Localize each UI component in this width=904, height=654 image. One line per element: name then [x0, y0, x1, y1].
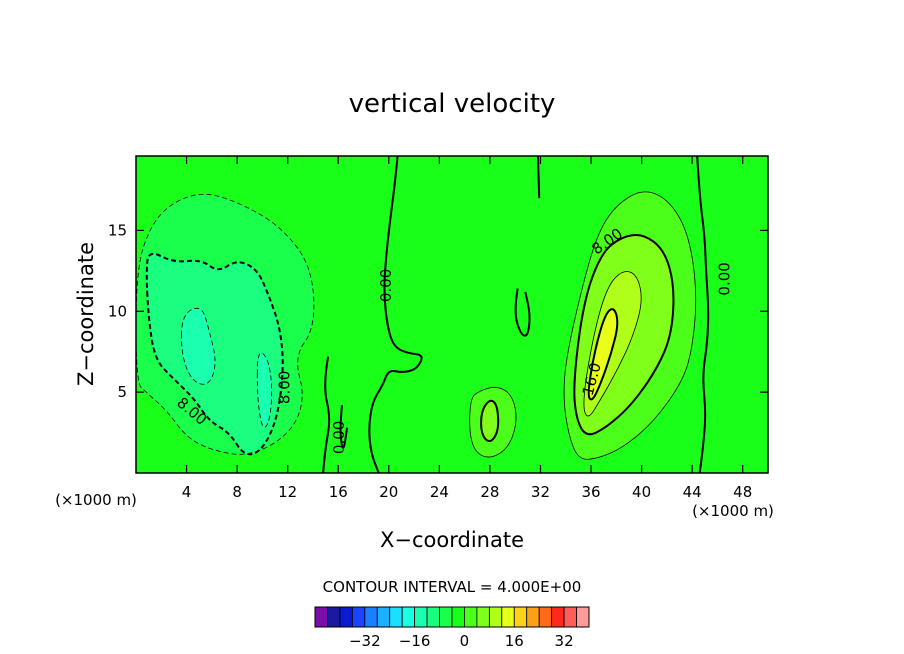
zero-contour-line-4: [514, 288, 531, 337]
x-axis-label: X−coordinate: [380, 528, 524, 552]
y-tick-label-2: 15: [108, 221, 127, 239]
colorbar-tick-label-2: 0: [460, 632, 470, 650]
x-tick-label-4: 20: [379, 483, 398, 501]
colorbar-tick-label-4: 32: [555, 632, 574, 650]
y-axis-label: Z−coordinate: [74, 242, 98, 386]
x-axis-ticks: 4 8 12 16 20 24 28 32 36 40 44 48: [182, 156, 752, 501]
x-tick-label-6: 28: [480, 483, 499, 501]
colorbar-swatch-20: [563, 606, 577, 628]
x-tick-label-1: 8: [232, 483, 242, 501]
x-tick-label-7: 32: [531, 483, 550, 501]
contour-line-4: [563, 191, 697, 460]
colorbar-swatch-6: [389, 606, 403, 628]
x-tick-label-11: 48: [733, 483, 752, 501]
colorbar-swatch-1: [327, 606, 341, 628]
contour-fill-3: [257, 352, 272, 428]
colorbar-swatch-18: [538, 606, 553, 628]
x-tick-label-8: 36: [581, 483, 600, 501]
colorbar-swatch-17: [526, 606, 540, 628]
contour-line-8: [583, 271, 642, 417]
colorbar-swatch-19: [551, 606, 565, 628]
x-tick-label-3: 16: [329, 483, 348, 501]
colorbar-swatch-3: [351, 606, 366, 628]
contour-line-1: [145, 252, 284, 456]
contour-fill-1: [146, 253, 283, 455]
contour-line-9: [587, 308, 619, 401]
zero-contour-line-0: [368, 156, 423, 473]
contour-lines: [136, 156, 710, 473]
contour-interval-text: CONTOUR INTERVAL = 4.000E+00: [323, 578, 582, 596]
colorbar-tick-label-3: 16: [505, 632, 524, 650]
colorbar-swatch-21: [576, 606, 590, 628]
x-axis-unit-right: (×1000 m): [692, 502, 774, 520]
contour-fill-7: [481, 400, 499, 442]
colorbar-swatch-14: [488, 606, 503, 628]
contour-line-6: [573, 234, 675, 436]
contour-label-2: 0.00: [330, 421, 348, 454]
colorbar-swatch-5: [376, 606, 391, 628]
colorbar: −32 −16 0 16 32: [314, 606, 590, 650]
colorbar-tick-label-1: −16: [399, 632, 431, 650]
zero-contour-line-1: [537, 156, 541, 199]
contour-label-3: 0.00: [377, 269, 395, 302]
x-tick-label-10: 44: [683, 483, 702, 501]
colorbar-swatch-12: [464, 606, 478, 628]
plot-frame: [135, 155, 769, 474]
chart-title: vertical velocity: [349, 89, 556, 119]
colorbar-swatch-11: [451, 606, 465, 628]
x-tick-label-9: 40: [632, 483, 651, 501]
colorbar-swatch-16: [513, 606, 528, 628]
contour-label-6: 0.00: [716, 262, 734, 295]
x-tick-label-5: 24: [430, 483, 449, 501]
y-tick-label-0: 5: [117, 383, 127, 401]
colorbar-tick-label-0: −32: [349, 632, 381, 650]
colorbar-swatch-9: [426, 606, 440, 628]
contour-line-7: [480, 399, 500, 443]
colorbar-swatch-7: [401, 606, 416, 628]
x-tick-label-2: 12: [278, 483, 297, 501]
contour-line-5: [469, 386, 517, 458]
colorbar-swatch-8: [414, 606, 428, 628]
zero-contour-line-2: [696, 156, 710, 473]
contour-label-1: 8.00: [276, 371, 294, 404]
zero-contour-line-5: [339, 405, 349, 449]
contour-line-0: [136, 193, 315, 455]
colorbar-swatch-15: [501, 606, 515, 628]
colorbar-swatch-0: [314, 606, 328, 628]
contour-line-3: [256, 352, 273, 428]
colorbar-swatch-10: [439, 606, 453, 628]
x-axis-unit-left: (×1000 m): [55, 491, 137, 509]
x-tick-label-0: 4: [182, 483, 192, 501]
y-tick-label-1: 10: [108, 302, 127, 320]
colorbar-frame: [314, 606, 590, 628]
contour-fill-2: [181, 308, 215, 385]
contour-fill-9: [588, 309, 618, 400]
zero-contour-line-3: [322, 356, 331, 473]
y-axis-ticks: 5 10 15: [108, 221, 768, 401]
colorbar-swatch-4: [364, 606, 378, 628]
colorbar-swatch-13: [476, 606, 490, 628]
colorbar-swatch-2: [339, 606, 353, 628]
